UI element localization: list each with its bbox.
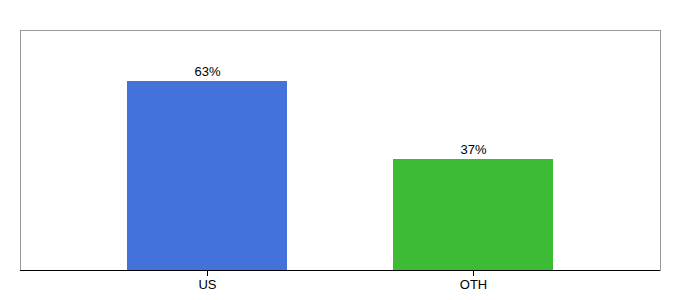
svg-text:US: US [198,277,216,292]
svg-text:37%: 37% [460,142,486,157]
svg-text:63%: 63% [194,64,220,79]
svg-text:OTH: OTH [460,277,487,292]
